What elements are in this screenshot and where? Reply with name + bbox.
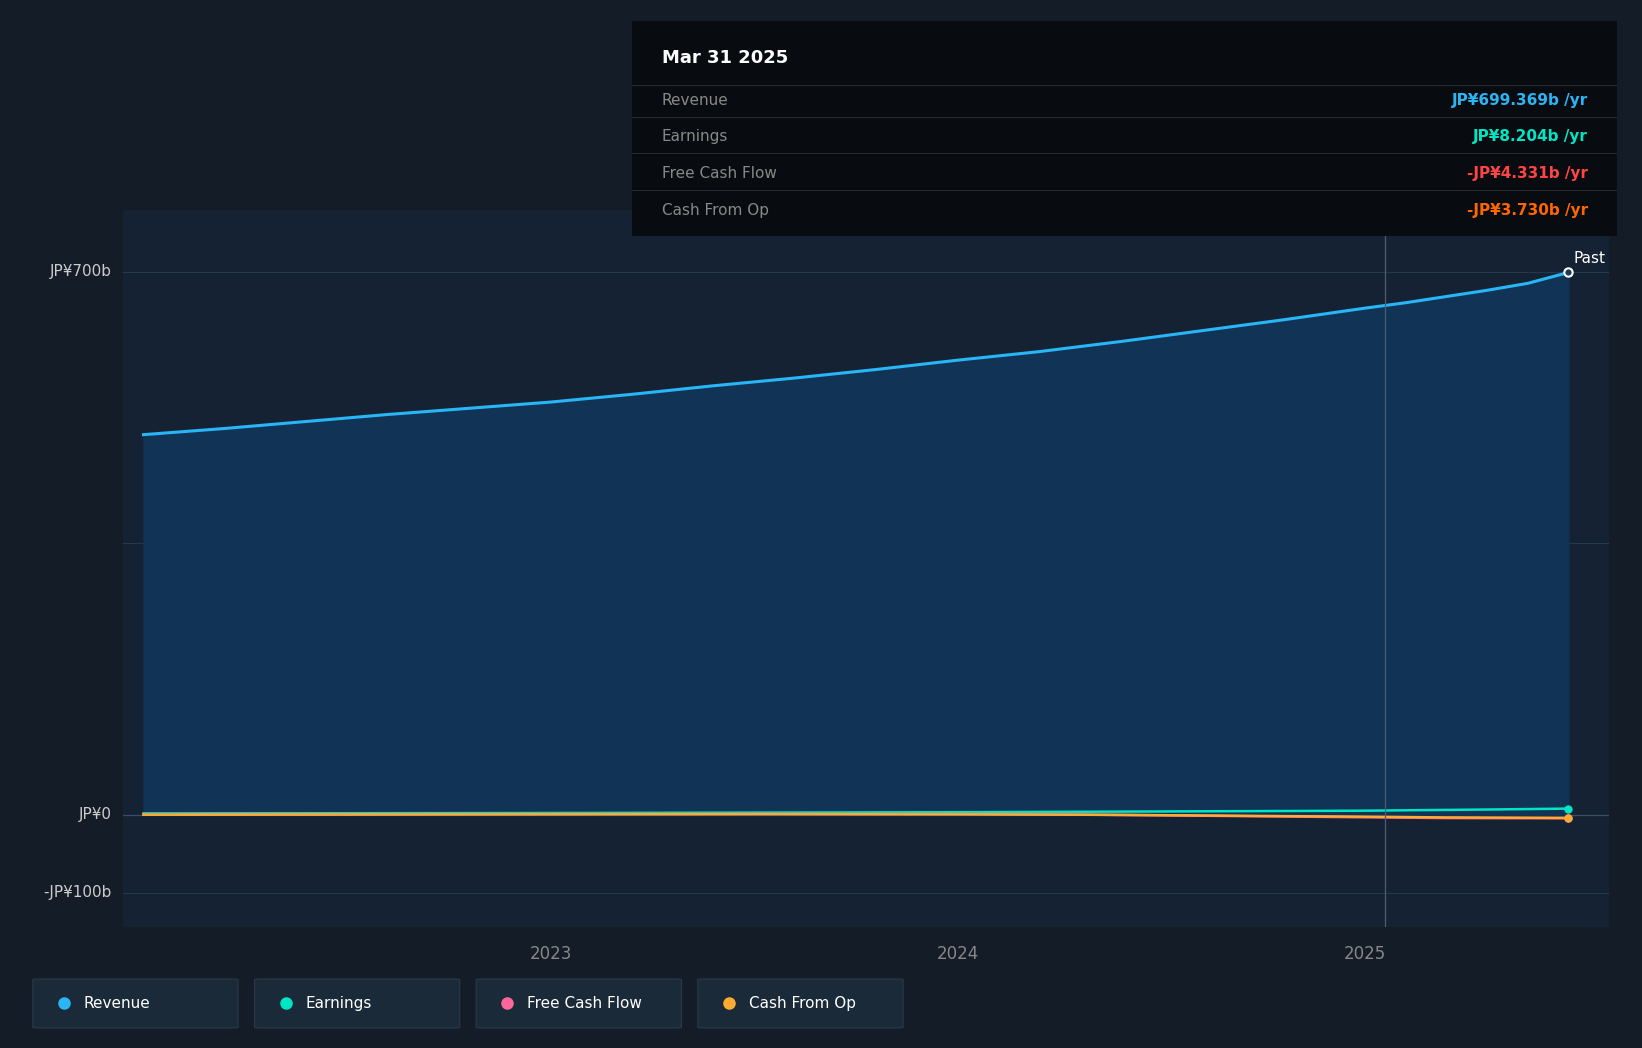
- Text: Free Cash Flow: Free Cash Flow: [527, 996, 642, 1011]
- Text: 2023: 2023: [529, 944, 571, 963]
- Text: Earnings: Earnings: [662, 130, 727, 145]
- FancyBboxPatch shape: [698, 979, 903, 1028]
- Text: -JP¥3.730b /yr: -JP¥3.730b /yr: [1466, 202, 1588, 218]
- Text: Mar 31 2025: Mar 31 2025: [662, 49, 788, 67]
- Text: JP¥699.369b /yr: JP¥699.369b /yr: [1452, 93, 1588, 108]
- Text: JP¥0: JP¥0: [79, 807, 112, 823]
- Text: Free Cash Flow: Free Cash Flow: [662, 166, 777, 181]
- Text: 2024: 2024: [936, 944, 979, 963]
- FancyBboxPatch shape: [255, 979, 460, 1028]
- Text: JP¥700b: JP¥700b: [49, 264, 112, 279]
- FancyBboxPatch shape: [33, 979, 238, 1028]
- Text: Earnings: Earnings: [305, 996, 371, 1011]
- Text: -JP¥4.331b /yr: -JP¥4.331b /yr: [1466, 166, 1588, 181]
- Text: Revenue: Revenue: [662, 93, 729, 108]
- Text: Past: Past: [1573, 252, 1606, 266]
- Text: -JP¥100b: -JP¥100b: [43, 886, 112, 900]
- Text: JP¥8.204b /yr: JP¥8.204b /yr: [1473, 130, 1588, 145]
- Text: Cash From Op: Cash From Op: [749, 996, 855, 1011]
- Text: 2025: 2025: [1343, 944, 1386, 963]
- Text: Cash From Op: Cash From Op: [662, 202, 768, 218]
- FancyBboxPatch shape: [476, 979, 681, 1028]
- Text: Revenue: Revenue: [84, 996, 151, 1011]
